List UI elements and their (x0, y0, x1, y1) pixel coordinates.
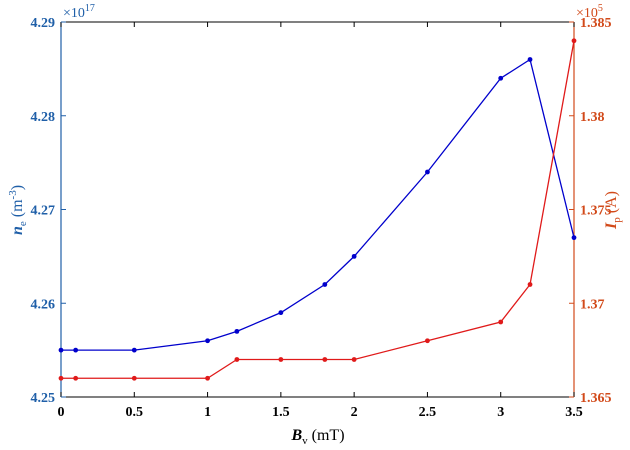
right-y-axis-label: Ip (A) (603, 191, 623, 230)
ip-data-point (205, 375, 210, 381)
right-y-tick-label: 1.385 (580, 16, 612, 31)
ip-data-point (234, 357, 240, 362)
ne-series-line (61, 58, 575, 351)
ne-data-point (131, 347, 137, 353)
x-tick-label: 1.5 (272, 405, 290, 420)
x-tick-label: 2.5 (419, 405, 437, 420)
left-y-axis-ticks: 4.25 4.26 4.27 4.28 4.29 (31, 16, 66, 406)
ip-data-point (131, 375, 137, 381)
ne-data-point (73, 347, 79, 353)
x-tick-label: 0 (58, 405, 65, 420)
left-y-tick-label: 4.29 (31, 16, 56, 31)
left-y-tick-label: 4.25 (31, 391, 56, 406)
ne-data-point (498, 75, 504, 81)
right-y-axis-ticks: 1.365 1.37 1.375 1.38 1.385 (569, 16, 612, 406)
ip-data-point (571, 38, 577, 44)
plot-area (61, 22, 574, 397)
right-y-tick-label: 1.375 (580, 204, 612, 219)
x-axis-ticks: 0 0.5 1 1.5 2 2.5 3 3.5 (58, 22, 583, 420)
left-y-axis-label: ne (m-3) (7, 185, 29, 235)
ip-data-point (278, 357, 284, 362)
left-y-tick-label: 4.27 (31, 204, 56, 219)
ip-data-point (322, 357, 328, 362)
x-tick-label: 2 (351, 405, 358, 420)
ne-data-point (527, 57, 533, 62)
left-y-tick-label: 4.26 (31, 297, 56, 312)
right-y-tick-label: 1.37 (580, 297, 605, 312)
ip-data-point (58, 375, 64, 381)
x-tick-label: 3 (497, 405, 504, 420)
right-y-tick-label: 1.38 (580, 110, 605, 125)
ne-data-point (278, 310, 284, 316)
ne-data-point (234, 328, 240, 334)
right-axis-multiplier: ×105 (576, 3, 603, 21)
ip-series-line (61, 40, 575, 379)
ne-data-point (322, 282, 328, 287)
ne-data-point (351, 253, 357, 259)
ip-data-point (527, 282, 533, 287)
ne-data-point (205, 338, 210, 344)
ne-data-point (58, 347, 64, 353)
x-tick-label: 1 (204, 405, 211, 420)
right-y-tick-label: 1.365 (580, 391, 612, 406)
ip-data-point (351, 357, 357, 362)
ip-data-point (425, 338, 430, 344)
left-axis-multiplier: ×1017 (63, 3, 95, 21)
x-tick-label: 0.5 (126, 405, 144, 420)
ip-data-point (498, 319, 504, 325)
left-y-tick-label: 4.28 (31, 110, 56, 125)
series-group (58, 38, 577, 381)
ip-data-point (73, 375, 79, 381)
ne-data-point (425, 169, 430, 175)
ne-data-point (571, 235, 577, 241)
x-tick-label: 3.5 (565, 405, 583, 420)
x-axis-label: Bv (mT) (290, 427, 344, 447)
